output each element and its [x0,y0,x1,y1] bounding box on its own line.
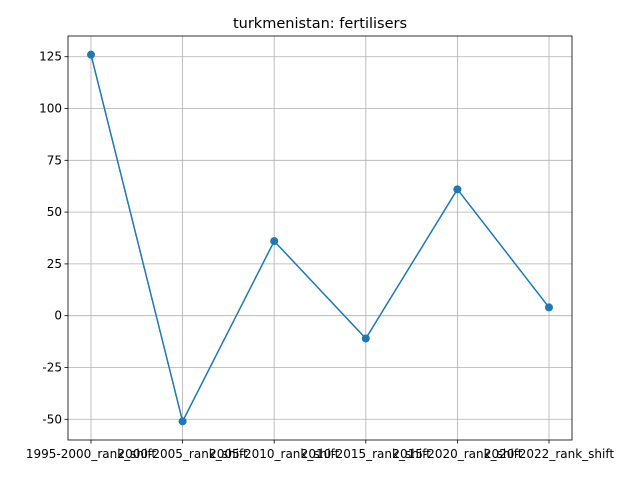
y-tick-label: 100 [39,102,62,116]
y-tick-label: -50 [42,412,62,426]
y-tick-label: 50 [47,205,62,219]
y-axis: -50 -25 0 25 50 75 100 125 [39,50,68,426]
chart-title: turkmenistan: fertilisers [233,16,407,32]
data-point [270,237,279,246]
y-tick-label: 25 [47,257,62,271]
y-tick-label: 125 [39,50,62,64]
x-tick-label: 2005-2010_rank_shift [209,447,339,461]
x-axis: 1995-2000_rank_shift2000-2005_rank_shift… [26,440,614,461]
x-tick-label: 2015-2020_rank_shift [392,447,522,461]
x-tick-label: 2000-2005_rank_shift [118,447,248,461]
y-tick-label: -25 [42,360,62,374]
y-tick-label: 75 [47,153,62,167]
axes-frame [67,35,573,441]
x-tick-label: 2020-2022_rank_shift [484,447,614,461]
plot-area-background [68,36,572,440]
series-layer [87,50,553,426]
data-point [87,50,95,59]
y-tick-label: 0 [54,309,62,323]
series-line [90,54,550,424]
data-point [361,334,370,343]
x-tick-label: 2010-2015_rank_shift [301,447,431,461]
x-tick-label: 1995-2000_rank_shift [26,447,156,461]
data-point [178,417,187,426]
data-point [545,303,553,312]
data-point [453,185,462,194]
